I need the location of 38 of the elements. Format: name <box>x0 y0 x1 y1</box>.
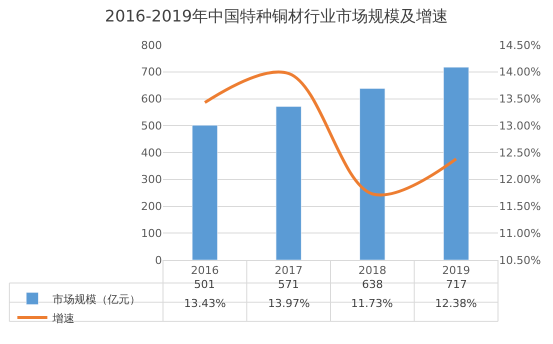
y2-tick-label: 12.00% <box>499 173 541 186</box>
data-label: 501 <box>194 278 215 291</box>
y-tick-label: 0 <box>155 254 162 267</box>
x-tick-label: 2019 <box>442 264 470 278</box>
y2-tick-label: 12.50% <box>499 146 541 160</box>
y-tick-label: 100 <box>141 226 162 240</box>
y2-tick-label: 14.00% <box>499 66 541 79</box>
y-tick-label: 700 <box>141 66 162 79</box>
y2-tick-label: 13.00% <box>499 119 541 132</box>
bar <box>276 106 302 260</box>
data-label: 571 <box>278 278 299 291</box>
data-label: 13.43% <box>184 297 226 310</box>
x-tick-label: 2017 <box>274 264 303 278</box>
y-tick-label: 300 <box>141 173 162 186</box>
chart-title: 2016-2019年中国特种铜材行业市场规模及增速 <box>104 6 448 26</box>
x-tick-label: 2016 <box>190 264 219 278</box>
y2-tick-label: 11.50% <box>499 200 541 214</box>
y2-tick-label: 10.50% <box>499 254 541 267</box>
y-tick-label: 600 <box>141 92 162 106</box>
legend-label: 市场规模（亿元） <box>52 292 140 306</box>
x-tick-label: 2018 <box>358 264 386 278</box>
line-series <box>203 70 458 196</box>
bar <box>360 88 386 260</box>
data-label: 638 <box>362 278 383 291</box>
y-tick-label: 400 <box>141 146 162 160</box>
bar <box>192 125 218 260</box>
data-label: 13.97% <box>268 297 310 310</box>
y-tick-label: 500 <box>141 119 162 132</box>
data-label: 717 <box>446 278 467 291</box>
data-label: 12.38% <box>435 297 477 310</box>
data-label: 11.73% <box>351 297 393 310</box>
y2-tick-label: 14.50% <box>499 38 541 52</box>
y-tick-label: 800 <box>141 38 162 52</box>
y2-tick-label: 13.50% <box>499 92 541 106</box>
bar <box>443 67 469 260</box>
y-tick-label: 200 <box>141 200 162 214</box>
y2-tick-label: 11.00% <box>499 226 541 240</box>
legend-label: 增速 <box>51 312 74 325</box>
